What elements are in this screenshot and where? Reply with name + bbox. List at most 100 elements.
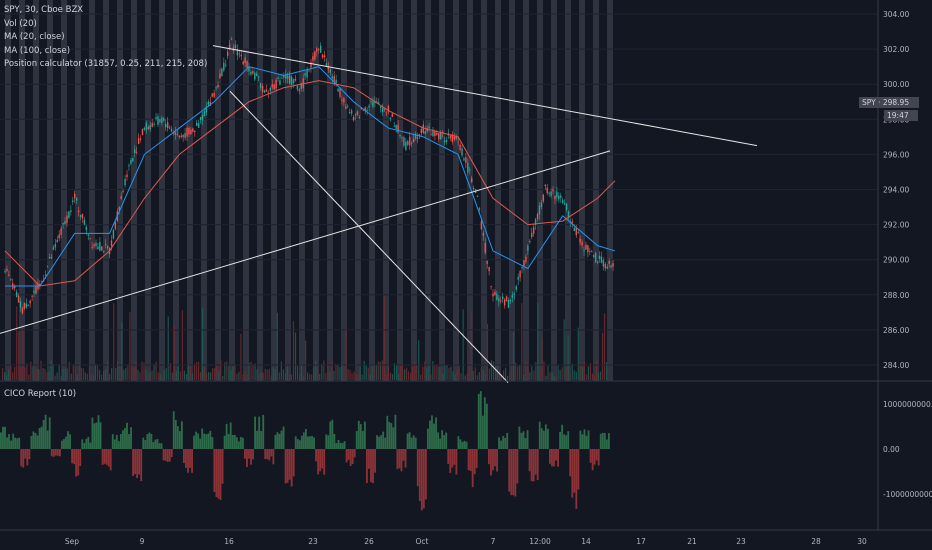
volume-bar — [153, 364, 155, 380]
volume-bar — [375, 365, 377, 380]
volume-bar — [80, 368, 82, 380]
candle-body — [93, 244, 95, 247]
volume-bar — [472, 370, 474, 380]
candle-body — [277, 77, 279, 80]
cico-bar — [113, 439, 116, 449]
cico-bar — [335, 443, 338, 449]
volume-bar — [248, 362, 250, 380]
legend-position-calculator[interactable]: Position calculator (31857, 0.25, 211, 2… — [4, 59, 208, 69]
candle-body — [430, 134, 432, 136]
candle-body — [273, 84, 275, 90]
session-stripe — [467, 0, 473, 381]
candle-body — [225, 64, 227, 66]
cico-bar — [514, 449, 517, 497]
cico-bar — [388, 421, 391, 449]
ma20-line — [5, 66, 616, 287]
volume-bar — [292, 321, 295, 380]
cico-bar — [93, 423, 96, 449]
volume-bar — [66, 368, 68, 380]
candle-body — [4, 271, 6, 273]
volume-bar — [175, 370, 177, 380]
candle-body — [13, 286, 16, 289]
candle-body — [494, 291, 496, 296]
cico-bar — [217, 449, 220, 499]
cico-bar — [189, 449, 191, 468]
volume-bar — [351, 373, 353, 380]
volume-bar — [387, 365, 390, 380]
cico-bar — [536, 449, 539, 481]
cico-bar — [343, 441, 346, 449]
volume-bar — [383, 296, 385, 380]
volume-bar — [509, 372, 511, 380]
cico-bar — [429, 420, 431, 449]
volume-bar — [494, 365, 497, 380]
candle-body — [426, 128, 428, 132]
legend-title[interactable]: SPY, 30, Cboe BZX — [4, 5, 84, 15]
x-tick-label: 23 — [736, 537, 746, 546]
candle-body — [505, 296, 508, 302]
cico-bar — [366, 449, 368, 483]
candle-body — [52, 247, 55, 250]
candle-body — [370, 100, 372, 102]
legend-ma100[interactable]: MA (100, close) — [4, 45, 71, 56]
candle-body — [391, 113, 394, 117]
cico-bar — [522, 431, 525, 449]
cico-bar — [400, 449, 403, 472]
volume-bar — [403, 369, 406, 380]
session-stripe — [509, 0, 515, 381]
candle-body — [132, 157, 134, 162]
candle-body — [476, 196, 479, 197]
candle-body — [174, 132, 177, 135]
legend-vol[interactable]: Vol (20) — [4, 18, 37, 29]
volume-bar — [355, 374, 357, 380]
osc-tick-label: -1000000000.00 — [883, 490, 932, 499]
cico-bar — [311, 435, 313, 449]
candle-body — [62, 223, 64, 225]
volume-bar — [42, 368, 44, 380]
volume-bar — [561, 367, 563, 380]
cico-bar — [502, 436, 505, 449]
volume-bar — [16, 306, 18, 380]
volume-bar — [379, 362, 381, 380]
candle-body — [358, 117, 361, 119]
candle-body — [341, 99, 343, 102]
volume-bar — [274, 369, 276, 380]
x-tick-label: 14 — [581, 537, 591, 546]
volume-bar — [426, 367, 428, 380]
volume-bar — [585, 374, 587, 380]
cico-bar — [172, 411, 175, 449]
volume-bar — [496, 365, 499, 380]
cico-bar — [333, 433, 336, 449]
candle-body — [199, 116, 202, 121]
session-stripe — [271, 0, 277, 381]
session-stripe — [229, 0, 235, 381]
volume-bar — [343, 365, 345, 380]
cico-bar — [101, 449, 104, 465]
candle-body — [91, 247, 93, 248]
volume-bar — [105, 368, 107, 380]
legend-ma20[interactable]: MA (20, close) — [4, 32, 65, 42]
candle-body — [145, 122, 148, 130]
cico-bar — [305, 428, 307, 449]
session-stripe — [607, 0, 613, 381]
candle-body — [252, 71, 254, 74]
volume-bar — [18, 331, 20, 380]
oscillator-title[interactable]: CICO Report (10) — [4, 389, 77, 399]
session-stripe — [327, 0, 333, 381]
cico-bar — [50, 449, 53, 457]
descending-resistance-line — [212, 45, 758, 147]
candle-body — [186, 127, 188, 137]
cico-bar — [4, 426, 6, 449]
volume-bar — [109, 374, 111, 380]
volume-bar — [296, 365, 299, 380]
volume-bar — [165, 368, 167, 380]
cico-bar — [140, 449, 143, 482]
volume-bar — [242, 374, 244, 380]
volume-bar — [357, 374, 359, 380]
cico-bar — [79, 449, 82, 467]
session-stripe — [61, 0, 67, 381]
volume-bar — [430, 374, 432, 380]
volume-bar — [244, 370, 246, 380]
candle-body — [451, 134, 454, 142]
volume-bar — [605, 362, 608, 380]
